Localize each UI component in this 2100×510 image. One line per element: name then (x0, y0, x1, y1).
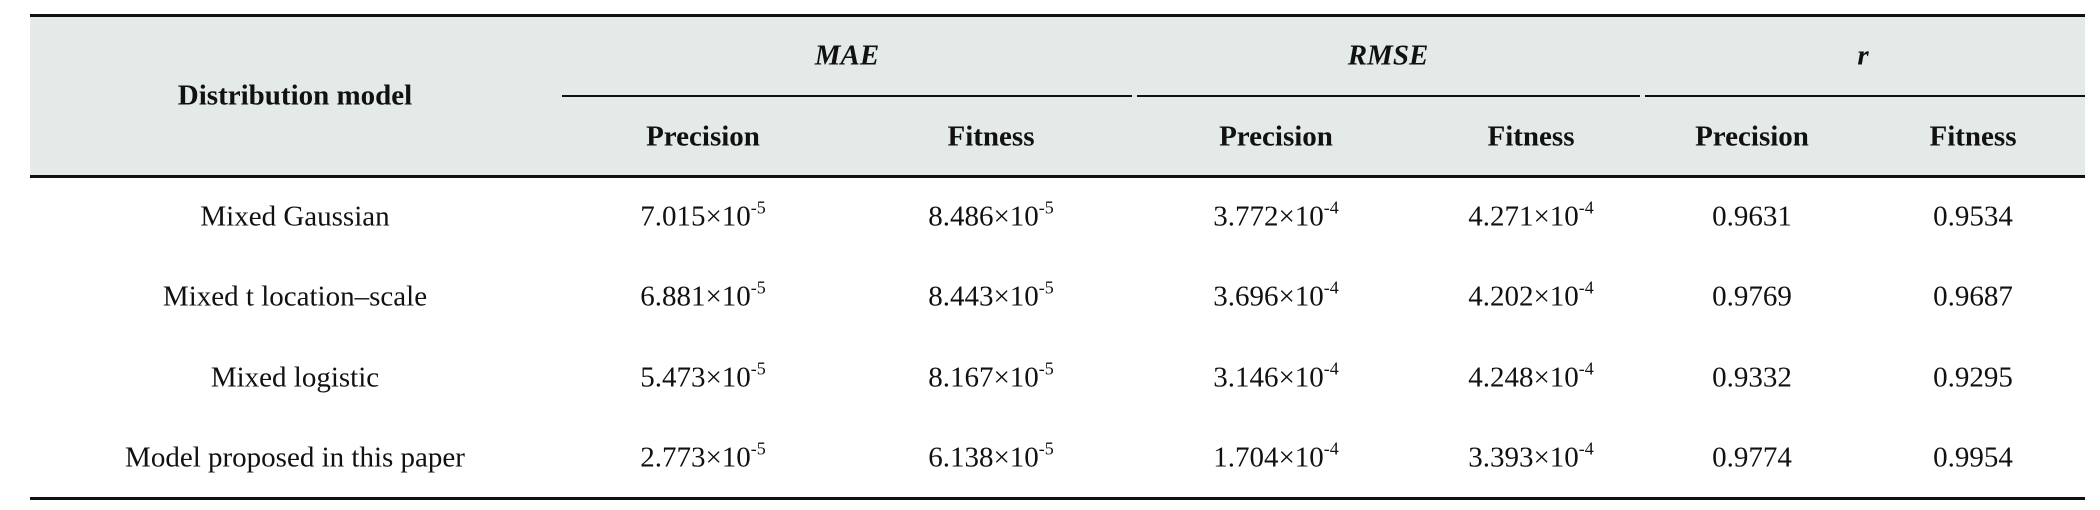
value-cell: 4.248×10-4 (1468, 358, 1594, 395)
value-cell: 0.9631 (1712, 200, 1792, 233)
row-label: Mixed Gaussian (200, 200, 390, 233)
value-cell: 0.9687 (1933, 280, 2013, 313)
row-label: Mixed t location–scale (162, 280, 428, 313)
group-header: MAE (814, 39, 880, 72)
value-base: 5.473×10 (640, 361, 751, 394)
value-base: 3.696×10 (1213, 280, 1324, 313)
value-exponent: -5 (750, 438, 766, 459)
value-cell: 8.443×10-5 (928, 277, 1054, 314)
value-base: 4.248×10 (1468, 361, 1579, 394)
value-base: 4.271×10 (1468, 200, 1579, 233)
column-header: Fitness (1929, 120, 2017, 153)
value-cell: 4.271×10-4 (1468, 197, 1594, 234)
value-cell: 0.9332 (1712, 361, 1792, 394)
value-base: 3.772×10 (1213, 200, 1324, 233)
value-exponent: -5 (1038, 197, 1054, 218)
value-cell: 0.9534 (1933, 200, 2013, 233)
row-label: Mixed logistic (210, 361, 380, 394)
group-rule (1645, 95, 2085, 97)
value-base: 3.146×10 (1213, 361, 1324, 394)
value-exponent: -4 (1578, 277, 1594, 298)
value-exponent: -5 (750, 197, 766, 218)
column-header: Fitness (1487, 120, 1575, 153)
value-cell: 0.9774 (1712, 441, 1792, 474)
top-rule (30, 14, 2085, 17)
value-cell: 0.9769 (1712, 280, 1792, 313)
row-label: Model proposed in this paper (125, 441, 465, 474)
value-cell: 5.473×10-5 (640, 358, 766, 395)
value-exponent: -5 (1038, 277, 1054, 298)
value-base: 7.015×10 (640, 200, 751, 233)
bottom-rule (30, 497, 2085, 500)
value-exponent: -4 (1323, 358, 1339, 379)
value-exponent: -4 (1323, 197, 1339, 218)
group-rule (1137, 95, 1640, 97)
value-cell: 8.167×10-5 (928, 358, 1054, 395)
value-cell: 3.772×10-4 (1213, 197, 1339, 234)
value-cell: 7.015×10-5 (640, 197, 766, 234)
value-base: 1.704×10 (1213, 441, 1324, 474)
value-cell: 0.9295 (1933, 361, 2013, 394)
column-header: Precision (1695, 120, 1809, 153)
value-base: 6.138×10 (928, 441, 1039, 474)
header-rule (30, 175, 2085, 178)
value-base: 8.486×10 (928, 200, 1039, 233)
value-cell: 3.393×10-4 (1468, 438, 1594, 475)
value-base: 3.393×10 (1468, 441, 1579, 474)
value-cell: 0.9954 (1933, 441, 2013, 474)
value-cell: 8.486×10-5 (928, 197, 1054, 234)
value-exponent: -5 (1038, 358, 1054, 379)
value-cell: 3.146×10-4 (1213, 358, 1339, 395)
value-exponent: -4 (1578, 438, 1594, 459)
header-cell: Distribution model (177, 79, 413, 112)
value-base: 4.202×10 (1468, 280, 1579, 313)
group-rule (562, 95, 1132, 97)
column-header: Precision (646, 120, 760, 153)
value-cell: 6.881×10-5 (640, 277, 766, 314)
value-base: 8.167×10 (928, 361, 1039, 394)
value-base: 8.443×10 (928, 280, 1039, 313)
value-cell: 1.704×10-4 (1213, 438, 1339, 475)
value-exponent: -4 (1578, 358, 1594, 379)
value-cell: 4.202×10-4 (1468, 277, 1594, 314)
value-base: 6.881×10 (640, 280, 751, 313)
value-cell: 2.773×10-5 (640, 438, 766, 475)
value-exponent: -4 (1323, 277, 1339, 298)
value-cell: 6.138×10-5 (928, 438, 1054, 475)
column-header: Precision (1219, 120, 1333, 153)
value-base: 2.773×10 (640, 441, 751, 474)
value-cell: 3.696×10-4 (1213, 277, 1339, 314)
value-exponent: -5 (750, 358, 766, 379)
value-exponent: -5 (1038, 438, 1054, 459)
value-exponent: -5 (750, 277, 766, 298)
group-header: RMSE (1347, 39, 1429, 72)
column-header: Fitness (947, 120, 1035, 153)
value-exponent: -4 (1323, 438, 1339, 459)
value-exponent: -4 (1578, 197, 1594, 218)
group-header: r (1857, 39, 1869, 72)
